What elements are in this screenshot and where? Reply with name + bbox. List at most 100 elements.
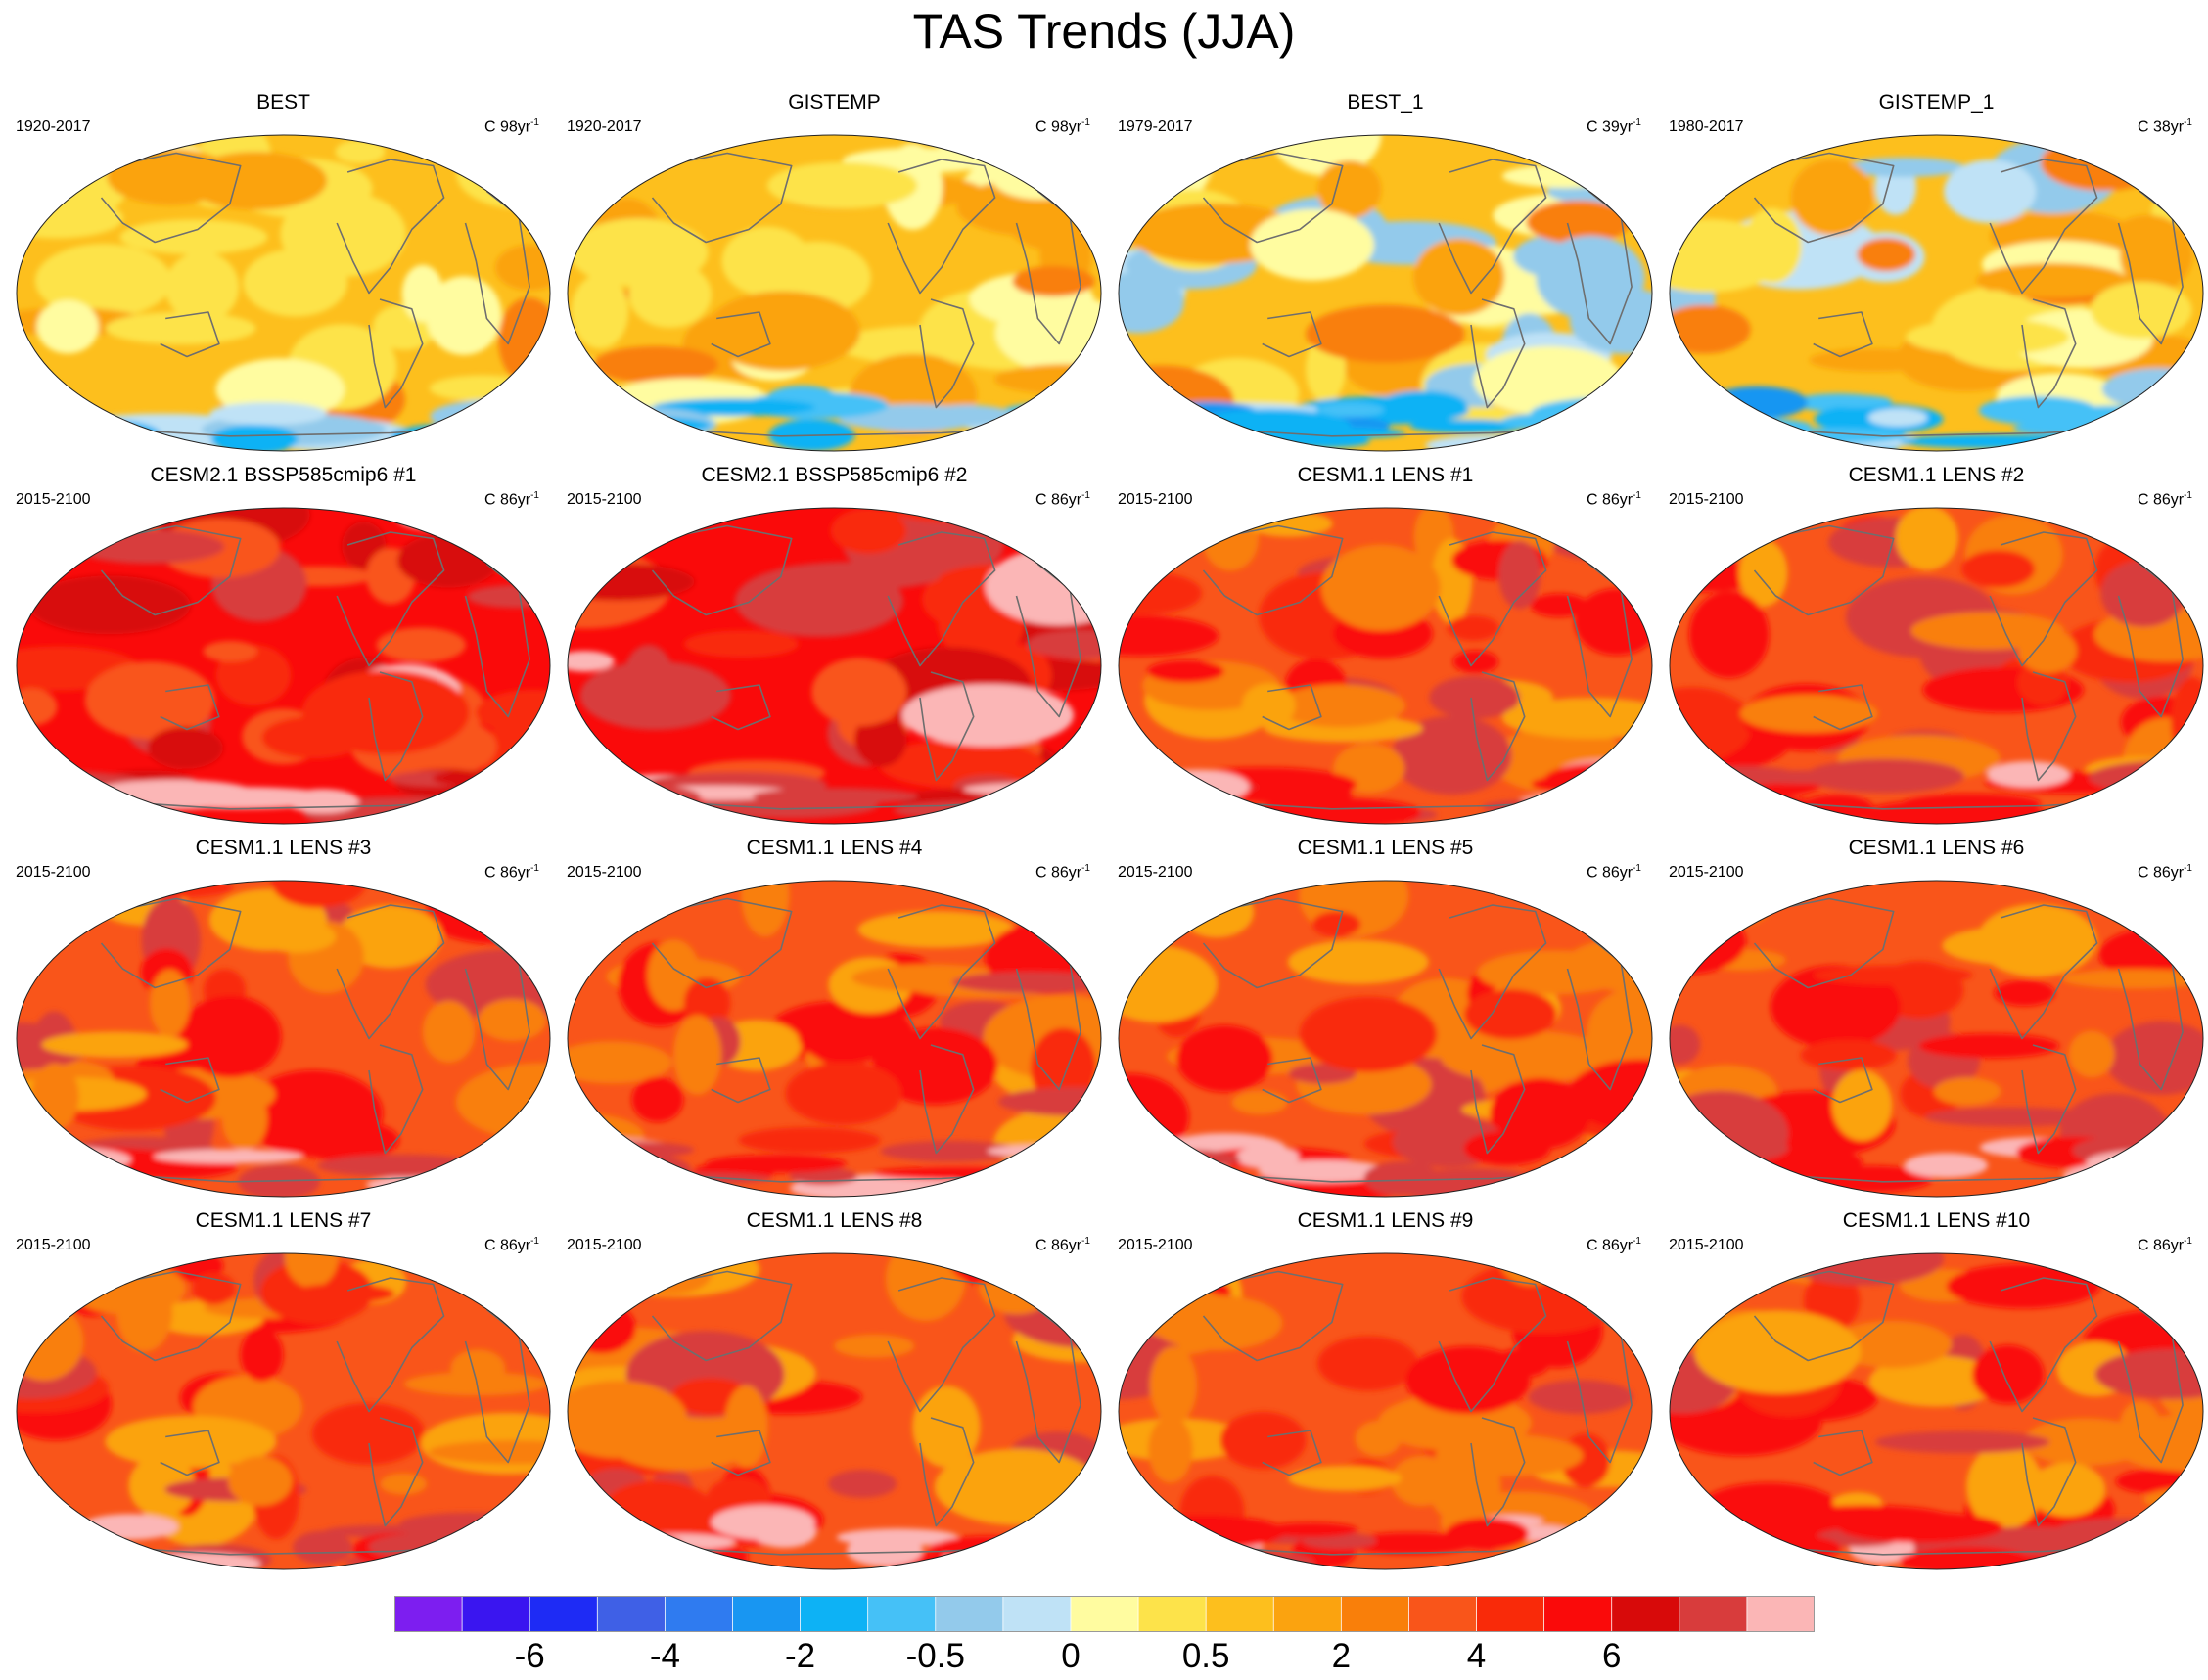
map-border xyxy=(567,1252,1102,1570)
map-field-blob xyxy=(1146,769,1250,804)
map-field-blob xyxy=(1219,1411,1307,1470)
global-map xyxy=(1669,1252,2204,1570)
colorbar xyxy=(394,1596,1815,1632)
map-field-blob xyxy=(34,244,172,318)
coastline xyxy=(1262,1430,1322,1476)
panel-title: CESM1.1 LENS #5 xyxy=(1297,837,1474,859)
map-field-blob xyxy=(1526,201,1631,244)
global-map xyxy=(1118,134,1653,452)
map-field-blob xyxy=(997,1087,1101,1116)
map-field-blob xyxy=(568,651,615,672)
panel-unit-text: C 86yr xyxy=(483,491,531,509)
map-field-blob xyxy=(1978,396,2097,426)
map-field-blob xyxy=(1157,1543,1218,1569)
map-field-blob xyxy=(1348,1532,1474,1555)
map-field-blob xyxy=(568,1041,672,1084)
map-field-blob xyxy=(228,1456,293,1506)
map-field-blob xyxy=(1464,989,1557,1040)
map-field-blob xyxy=(1933,1077,2001,1106)
map-field-blob xyxy=(422,1000,476,1064)
map-border xyxy=(16,134,551,452)
map-field-blob xyxy=(1670,687,1753,763)
map-field-blob xyxy=(2018,628,2078,674)
panel-title: CESM1.1 LENS #6 xyxy=(1848,837,2025,859)
map-field-blob xyxy=(1739,694,1878,733)
coastline xyxy=(887,531,996,667)
map-panel: CESM1.1 LENS #8 2015-2100 C 86yr-1 xyxy=(559,1208,1110,1580)
map-field-blob xyxy=(1412,238,1505,316)
map-field-blob xyxy=(854,712,907,767)
map-field-blob xyxy=(724,1385,768,1468)
coastline xyxy=(1813,684,1873,731)
map-field-blob xyxy=(440,793,550,814)
coastline xyxy=(1753,1270,1895,1362)
coastline xyxy=(368,671,424,782)
map-field-blob xyxy=(1447,615,1499,641)
map-field-blob xyxy=(2119,1400,2161,1451)
map-field-blob xyxy=(28,575,191,635)
colorbar-swatch xyxy=(1476,1596,1545,1632)
map-field-blob xyxy=(1961,550,2035,588)
map-field-blob xyxy=(1975,262,2129,298)
panel-period: 2015-2100 xyxy=(567,491,642,508)
map-field-blob xyxy=(1966,1443,2044,1529)
global-map xyxy=(567,880,1102,1198)
coastline xyxy=(1813,1057,1873,1104)
map-field-blob xyxy=(951,432,1101,447)
coastline xyxy=(887,904,996,1040)
panel-unit-text: C 86yr xyxy=(1586,1237,1633,1254)
panel-unit: C 86yr-1 xyxy=(1035,859,1090,883)
map-field-blob xyxy=(450,1157,526,1190)
coastline xyxy=(887,1277,996,1413)
map-field-blob xyxy=(1670,1485,1718,1556)
map-field-blob xyxy=(25,1548,134,1561)
map-field-blob xyxy=(873,1027,998,1105)
coastline xyxy=(1202,524,1344,616)
coastline xyxy=(1438,904,1547,1040)
map-field-blob xyxy=(1837,1512,2003,1543)
map-field-blob xyxy=(2028,1462,2106,1517)
colorbar-swatch xyxy=(732,1596,802,1632)
colorbar-swatch xyxy=(1746,1596,1815,1632)
map-field-blob xyxy=(830,508,907,554)
map-field-blob xyxy=(391,423,550,448)
map-field-blob xyxy=(428,1440,550,1465)
map-field-blob xyxy=(1570,785,1633,804)
colorbar-swatch xyxy=(867,1596,937,1632)
panel-period: 2015-2100 xyxy=(1669,491,1744,508)
coastline xyxy=(1470,671,1526,782)
map-field-blob xyxy=(34,135,116,161)
map-field-blob xyxy=(407,428,503,447)
map-field-blob xyxy=(1790,159,1874,236)
map-field-blob xyxy=(1799,795,1874,824)
coastline xyxy=(651,1270,793,1362)
panel-unit-text: C 98yr xyxy=(483,118,531,136)
coastline xyxy=(160,684,220,731)
panel-period: 1920-2017 xyxy=(16,118,91,135)
coastline xyxy=(2021,298,2077,409)
map-field-blob xyxy=(2119,224,2160,285)
global-map xyxy=(567,134,1102,452)
panel-unit-exponent: -1 xyxy=(1633,117,1641,128)
map-field-blob xyxy=(1315,402,1385,418)
map-border xyxy=(1669,507,2204,825)
panel-period: 2015-2100 xyxy=(1669,864,1744,881)
map-field-blob xyxy=(1972,1344,2045,1404)
panel-unit: C 98yr-1 xyxy=(1035,114,1090,137)
map-panel: CESM1.1 LENS #6 2015-2100 C 86yr-1 xyxy=(1661,836,2208,1207)
map-field-blob xyxy=(153,1149,303,1164)
colorbar-swatch xyxy=(1002,1596,1072,1632)
global-map xyxy=(16,507,551,825)
map-panel: GISTEMP 1920-2017 C 98yr-1 xyxy=(559,90,1110,462)
map-field-blob xyxy=(1258,1159,1390,1183)
map-panel: CESM1.1 LENS #2 2015-2100 C 86yr-1 xyxy=(1661,463,2208,835)
panel-period: 2015-2100 xyxy=(567,1237,642,1253)
colorbar-tick-label: 4 xyxy=(1466,1637,1487,1675)
panel-unit-exponent: -1 xyxy=(2184,117,2192,128)
coastline xyxy=(1813,311,1873,358)
map-field-blob xyxy=(752,788,918,805)
map-field-blob xyxy=(1241,683,1296,728)
map-field-blob xyxy=(41,1031,188,1058)
coastline xyxy=(711,684,771,731)
map-field-blob xyxy=(240,1329,284,1382)
